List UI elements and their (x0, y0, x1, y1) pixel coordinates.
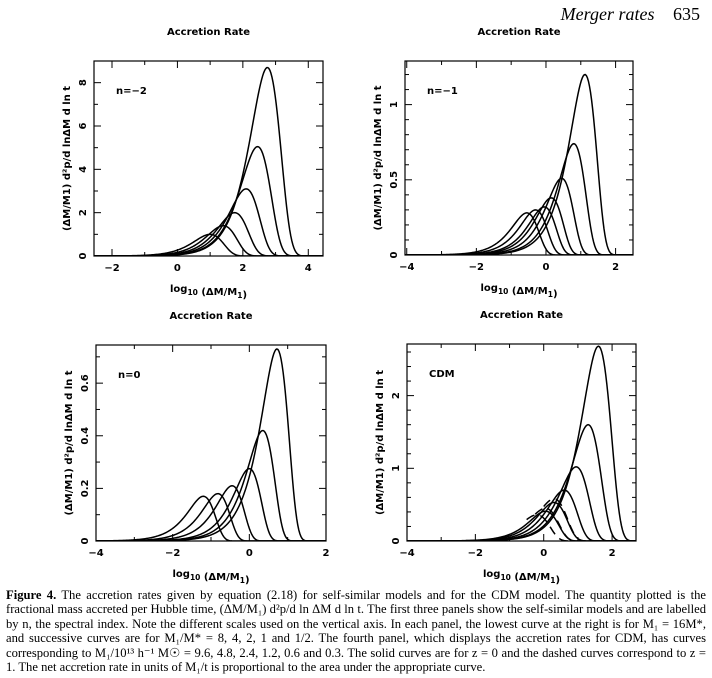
x-tick-label: −4 (88, 548, 103, 559)
x-axis-label: log10 (ΔM/M1) (483, 569, 560, 585)
y-tick-label: 8 (78, 79, 89, 86)
chart-panel-3: Accretion Rate −4 −2 0 2 0 0.2 0.4 0.6 log10 (ΔM/… (64, 311, 330, 585)
y-tick-label: 4 (78, 166, 89, 173)
x-axis-label: log10 (ΔM/M1) (480, 283, 557, 300)
series-line-dashed (534, 507, 636, 541)
chart-panel-1: Accretion Rate −2 0 2 4 0 2 4 6 8 log10 (ΔM/M1) (ΔM… (62, 27, 324, 301)
figure-panels: Accretion Rate −2 0 2 4 0 2 4 6 8 log10 (ΔM/M1) (ΔM… (62, 27, 637, 585)
series-line (405, 177, 633, 255)
series-line (405, 197, 633, 255)
x-tick-label: −4 (399, 548, 414, 559)
chart-panel-4: Accretion Rate −4 −2 0 2 0 1 2 log10 (ΔM/M1) (ΔM/… (375, 310, 637, 585)
running-title: Merger rates (560, 4, 655, 24)
x-tick-label: 0 (542, 262, 549, 273)
y-axis-label: (ΔM/M1) d²p/d lnΔM d ln t (375, 370, 386, 515)
series-line (94, 224, 323, 256)
series-line (407, 345, 636, 541)
series-line (96, 492, 326, 541)
caption-text: The accretion rates given by equation (2… (6, 588, 707, 675)
x-tick-label: 2 (239, 263, 246, 274)
panel-label: n=0 (118, 370, 140, 381)
plot-frame (404, 60, 634, 256)
plot-frame (93, 60, 324, 257)
y-axis-label: (ΔM/M1) d²p/d lnΔM d ln t (62, 86, 73, 231)
y-tick-label: 0.5 (389, 171, 400, 189)
y-tick-label: 2 (78, 209, 89, 216)
panel-label: n=−2 (116, 86, 147, 97)
series-line (96, 429, 326, 541)
x-tick-label: −2 (104, 263, 119, 274)
x-tick-label: −2 (468, 548, 483, 559)
y-tick-label: 2 (391, 392, 402, 399)
x-tick-label: −2 (469, 262, 484, 273)
y-tick-label: 0.4 (80, 427, 91, 445)
y-tick-label: 0 (80, 537, 91, 544)
x-tick-label: 0 (174, 263, 181, 274)
y-tick-label: 0.2 (80, 479, 91, 497)
y-tick-label: 0 (389, 251, 400, 258)
panel-label: CDM (429, 369, 455, 380)
series-line (405, 142, 633, 255)
y-tick-label: 0 (78, 252, 89, 259)
y-axis-label: (ΔM/M1) d²p/d lnΔM d ln t (373, 85, 384, 230)
y-tick-label: 6 (78, 122, 89, 129)
series-line (405, 73, 633, 255)
x-tick-label: 4 (305, 263, 312, 274)
panel-label: n=−1 (427, 86, 458, 97)
series-line (407, 423, 636, 541)
y-tick-label: 0.6 (80, 374, 91, 392)
x-tick-label: −2 (165, 548, 180, 559)
y-tick-label: 0 (391, 537, 402, 544)
y-tick-label: 1 (391, 465, 402, 472)
x-axis-label: log10 (ΔM/M1) (170, 284, 247, 301)
plot-frame (406, 343, 637, 542)
x-tick-label: −4 (399, 262, 414, 273)
series-line-dashed (526, 514, 636, 541)
page-number: 635 (673, 4, 700, 24)
x-tick-label: 2 (323, 548, 330, 559)
chart-panel-2: Accretion Rate −4 −2 0 2 0 0.5 1 log10 (ΔM/M1) (Δ… (373, 27, 634, 300)
figure-caption: Figure 4. The accretion rates given by e… (6, 588, 706, 674)
x-tick-label: 2 (612, 262, 619, 273)
x-tick-label: 2 (609, 548, 616, 559)
series-line (405, 206, 633, 255)
y-tick-label: 1 (389, 101, 400, 108)
chart-title: Accretion Rate (170, 311, 253, 322)
series-line-dashed (543, 498, 636, 541)
series-line (407, 489, 636, 541)
series-line (94, 66, 323, 256)
y-axis-label: (ΔM/M1) d²p/d lnΔM d ln t (64, 370, 75, 515)
series-line (96, 348, 326, 541)
caption-label: Figure 4. (6, 588, 57, 602)
chart-title: Accretion Rate (167, 27, 250, 38)
page-header: Merger rates 635 (561, 4, 700, 25)
x-tick-label: 0 (540, 548, 547, 559)
x-axis-label: log10 (ΔM/M1) (172, 569, 249, 585)
chart-title: Accretion Rate (478, 27, 561, 38)
chart-title: Accretion Rate (480, 310, 563, 321)
x-tick-label: 0 (246, 548, 253, 559)
